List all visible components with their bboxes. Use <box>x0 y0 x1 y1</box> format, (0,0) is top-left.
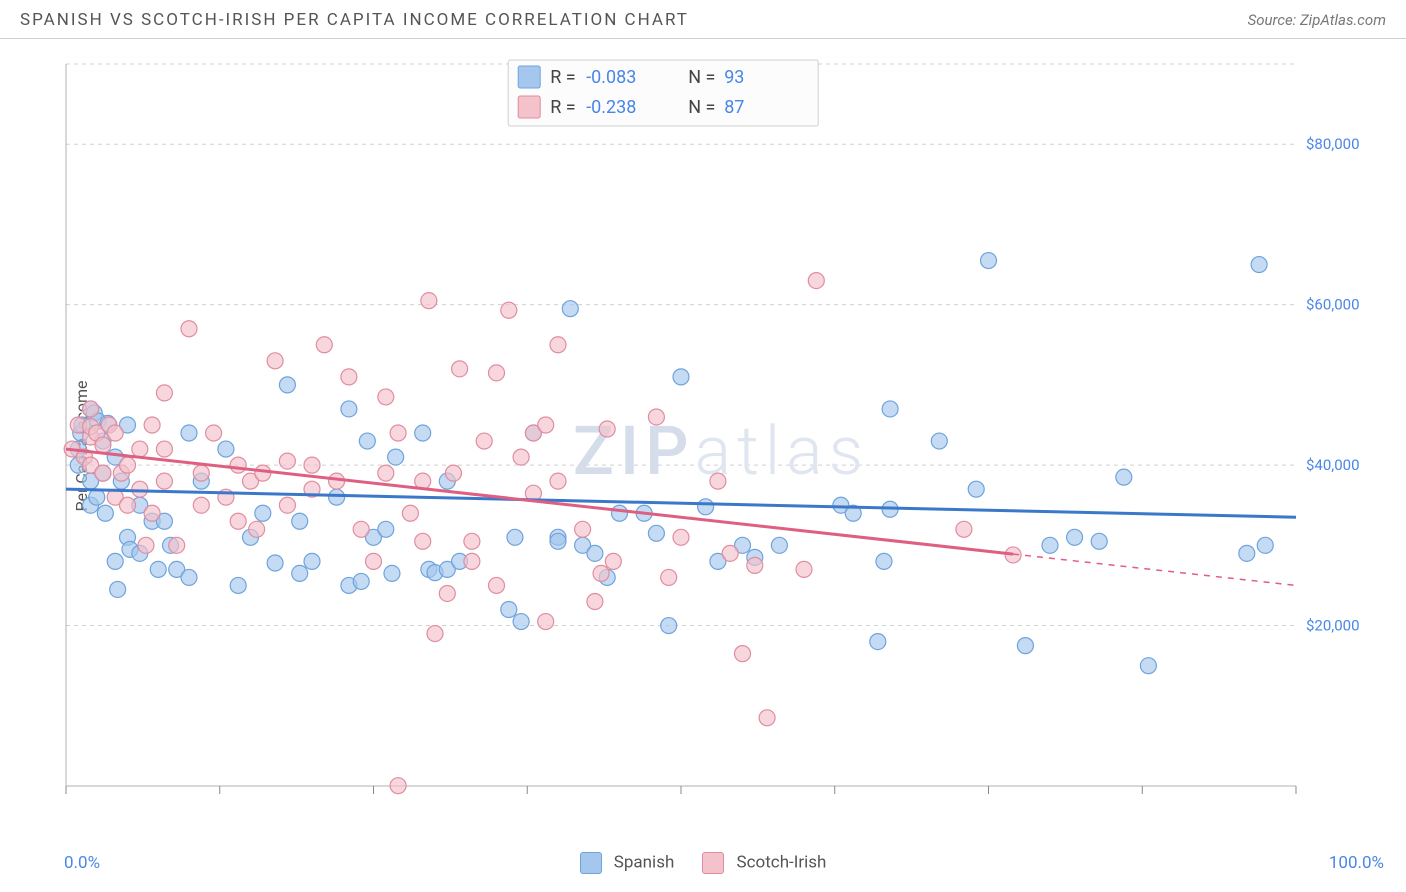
legend-label-scotch-irish: Scotch-Irish <box>737 852 827 872</box>
plot-area: $20,000$40,000$60,000$80,000ZIPatlasR =-… <box>56 56 1386 816</box>
bottom-legend: 0.0% Spanish Scotch-Irish 100.0% <box>0 852 1406 874</box>
svg-text:$20,000: $20,000 <box>1306 617 1360 635</box>
svg-text:$40,000: $40,000 <box>1306 456 1360 474</box>
legend-label-spanish: Spanish <box>614 852 675 872</box>
legend-item-spanish: Spanish <box>580 852 675 874</box>
svg-text:-0.238: -0.238 <box>586 97 636 118</box>
scatter-plot: $20,000$40,000$60,000$80,000ZIPatlasR =-… <box>56 56 1386 816</box>
svg-text:N =: N = <box>688 97 715 118</box>
swatch-spanish <box>580 852 602 874</box>
x-tick-right: 100.0% <box>1329 853 1384 873</box>
svg-text:R =: R = <box>550 97 575 118</box>
svg-text:-0.083: -0.083 <box>586 67 636 88</box>
svg-text:N =: N = <box>688 67 715 88</box>
chart-header: SPANISH VS SCOTCH-IRISH PER CAPITA INCOM… <box>0 10 1406 39</box>
swatch-scotch-irish <box>702 852 724 874</box>
source-label: Source: ZipAtlas.com <box>1248 11 1386 29</box>
chart-title: SPANISH VS SCOTCH-IRISH PER CAPITA INCOM… <box>20 10 689 30</box>
svg-text:87: 87 <box>724 97 744 118</box>
legend-item-scotch-irish: Scotch-Irish <box>702 852 826 874</box>
x-tick-left: 0.0% <box>64 853 100 873</box>
svg-text:93: 93 <box>724 67 744 88</box>
chart-container: SPANISH VS SCOTCH-IRISH PER CAPITA INCOM… <box>0 0 1406 892</box>
svg-text:R =: R = <box>550 67 575 88</box>
svg-text:$80,000: $80,000 <box>1306 135 1360 153</box>
svg-text:$60,000: $60,000 <box>1306 296 1360 314</box>
